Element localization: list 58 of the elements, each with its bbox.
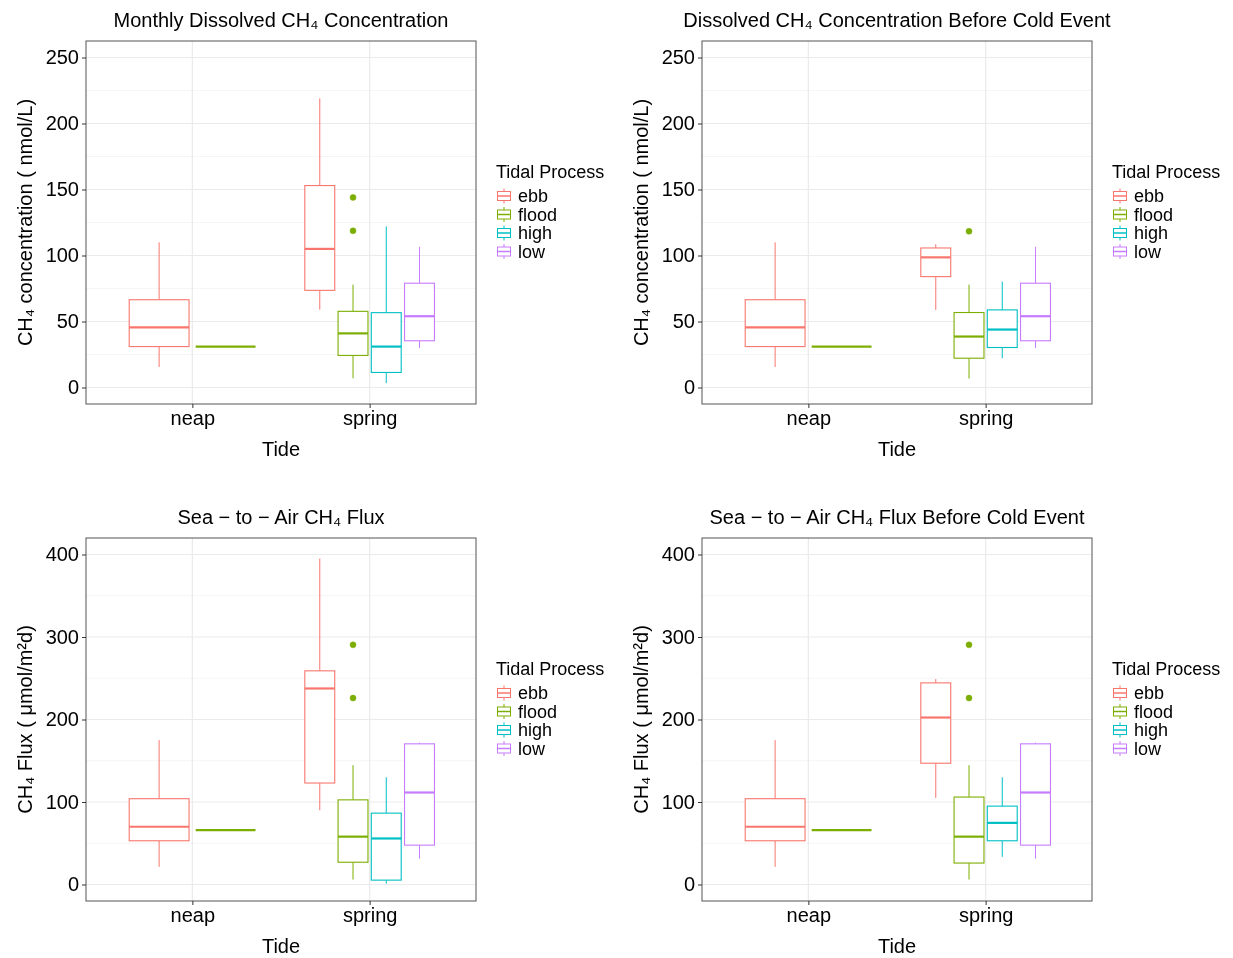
y-axis-title: CH₄ Flux ( μmol/m²d) [630,625,652,814]
y-tick-label: 0 [67,873,79,896]
y-tick-label: 200 [661,112,695,135]
legend-label: high [518,720,553,740]
x-axis-title: Tide [261,935,301,957]
y-tick-label: 50 [672,310,695,333]
y-axis-title: CH₄ concentration ( nmol/L) [630,98,652,347]
y-tick-label: 50 [56,310,79,333]
y-tick-label: 150 [661,178,695,201]
y-tick-label: 300 [45,625,79,648]
x-axis-title: Tide [877,438,917,460]
x-tick-label: spring [958,904,1014,927]
y-tick-label: 250 [661,46,695,69]
chart-title: Sea − to − Air CH₄ Flux [177,506,385,528]
x-tick-label: neap [170,904,216,927]
y-tick-label: 150 [45,178,79,201]
x-tick-label: neap [786,407,832,430]
y-tick-label: 400 [45,543,79,566]
y-tick-label: 200 [45,112,79,135]
x-tick-label: spring [958,407,1014,430]
legend-label: high [1134,720,1169,740]
y-tick-label: 100 [45,790,79,813]
legend-label: flood [518,204,558,225]
legend-label: flood [518,701,558,722]
legend-label: flood [1134,701,1174,722]
legend-label: ebb [1134,683,1165,703]
chart-title: Monthly Dissolved CH₄ Concentration [113,9,449,31]
x-axis-title: Tide [877,935,917,957]
x-tick-label: neap [786,904,832,927]
legend-title: Tidal Process [496,161,605,182]
legend-label: ebb [518,186,549,206]
chart-title: Sea − to − Air CH₄ Flux Before Cold Event [709,506,1085,528]
legend-label: high [518,223,553,243]
legend-title: Tidal Process [1112,161,1221,182]
x-tick-label: spring [342,407,398,430]
legend-label: ebb [518,683,549,703]
y-tick-label: 0 [683,873,695,896]
y-tick-label: 200 [661,708,695,731]
legend-label: ebb [1134,186,1165,206]
y-tick-label: 100 [661,244,695,267]
x-tick-label: spring [342,904,398,927]
y-axis-title: CH₄ Flux ( μmol/m²d) [14,625,36,814]
y-tick-label: 200 [45,708,79,731]
legend-title: Tidal Process [496,658,605,679]
x-tick-label: neap [170,407,216,430]
y-tick-label: 100 [45,244,79,267]
y-tick-label: 300 [661,625,695,648]
y-tick-label: 0 [683,376,695,399]
chart-title: Dissolved CH₄ Concentration Before Cold Event [683,9,1112,31]
x-axis-title: Tide [261,438,301,460]
y-tick-label: 0 [67,376,79,399]
y-tick-label: 100 [661,790,695,813]
y-tick-label: 250 [45,46,79,69]
y-axis-title: CH₄ concentration ( nmol/L) [14,98,36,347]
legend-label: high [1134,223,1169,243]
y-tick-label: 400 [661,543,695,566]
legend-label: flood [1134,204,1174,225]
legend-title: Tidal Process [1112,658,1221,679]
